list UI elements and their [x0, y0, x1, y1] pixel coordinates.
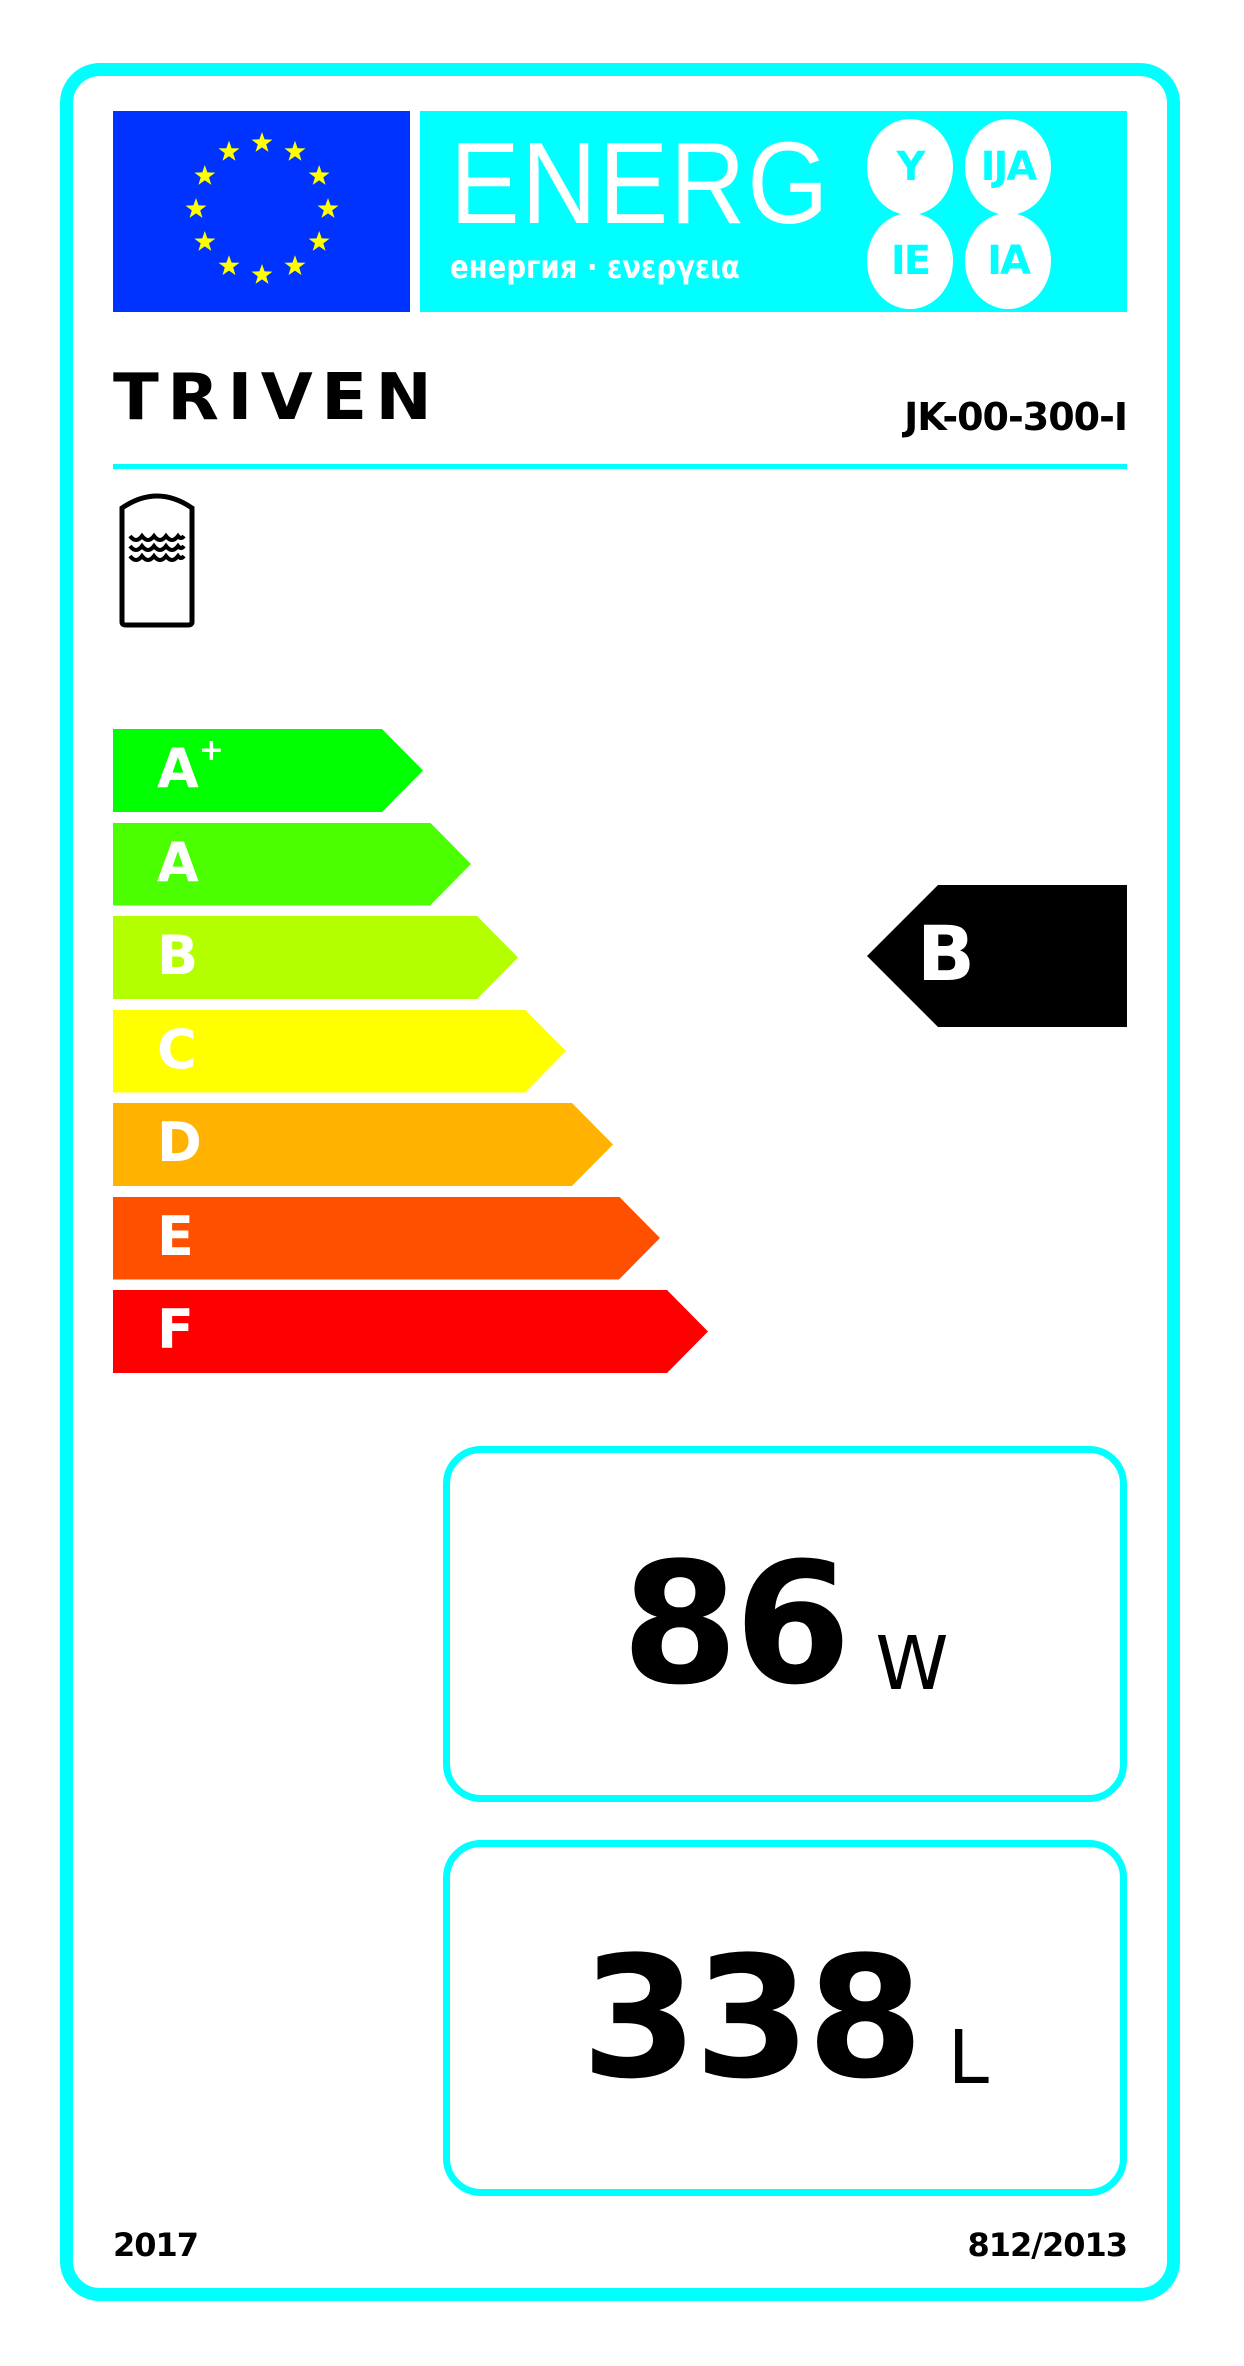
class-letter: A — [157, 737, 199, 800]
volume-box: 338 L — [443, 1840, 1127, 2196]
label-frame — [60, 63, 1180, 2301]
energy-class-bar: B — [113, 916, 518, 999]
supplier-brand: TRIVEN — [113, 361, 441, 435]
star-icon — [251, 264, 273, 284]
energy-class-bar: A+ — [113, 729, 423, 812]
model-identifier: JK-00-300-I — [904, 395, 1128, 439]
star-icon — [317, 198, 339, 218]
class-letter: D — [157, 1111, 202, 1174]
volume-value: 338 — [581, 1920, 924, 2116]
rating-label: B — [917, 909, 975, 998]
class-letter: E — [157, 1204, 194, 1268]
regulation-number: 812/2013 — [967, 2226, 1128, 2264]
energy-class-label: D — [157, 1111, 202, 1174]
energy-suffix: IA — [965, 213, 1051, 309]
star-icon — [194, 231, 216, 251]
eu-flag-icon — [113, 111, 410, 312]
standing-loss-box: 86 W — [443, 1446, 1127, 1802]
energy-suffix: IJA — [965, 119, 1051, 215]
energy-class-bar: F — [113, 1290, 708, 1373]
class-letter: C — [157, 1017, 197, 1081]
volume-unit: L — [947, 2015, 989, 2101]
energy-class-bar: D — [113, 1103, 613, 1186]
class-letter: B — [157, 924, 199, 987]
energy-class-bar: C — [113, 1010, 566, 1093]
energy-class-label: C — [157, 1018, 197, 1081]
water-tank-icon — [119, 493, 195, 628]
energy-subtitle: енергия · ενεργεια — [450, 248, 740, 286]
class-letter: F — [157, 1298, 194, 1361]
energy-class-label: E — [157, 1205, 194, 1268]
star-icon — [284, 255, 306, 276]
star-icon — [218, 140, 240, 161]
energy-class-label: F — [157, 1298, 194, 1361]
energy-class-bar: A — [113, 823, 471, 906]
divider — [113, 464, 1127, 469]
star-icon — [308, 231, 330, 251]
energy-class-label: B — [157, 924, 198, 987]
energy-class-label: A+ — [157, 737, 224, 800]
class-letter: A — [157, 830, 199, 894]
star-icon — [194, 165, 216, 185]
energy-suffix: Y — [867, 119, 953, 215]
star-icon — [218, 255, 240, 276]
class-superscript: + — [198, 733, 224, 768]
star-icon — [185, 198, 207, 218]
standing-loss-unit: W — [875, 1621, 949, 1707]
energy-header: ENERG енергия · ενεργεια Y IJA IE IA — [420, 111, 1127, 312]
star-icon — [251, 132, 273, 152]
label-year: 2017 — [113, 2226, 199, 2264]
energy-word: ENERG — [450, 118, 831, 248]
energy-suffix: IE — [867, 213, 953, 309]
star-icon — [308, 165, 330, 185]
star-icon — [284, 140, 306, 161]
energy-class-label: A — [157, 831, 199, 894]
energy-class-bar: E — [113, 1197, 660, 1280]
standing-loss-value: 86 — [621, 1526, 852, 1722]
